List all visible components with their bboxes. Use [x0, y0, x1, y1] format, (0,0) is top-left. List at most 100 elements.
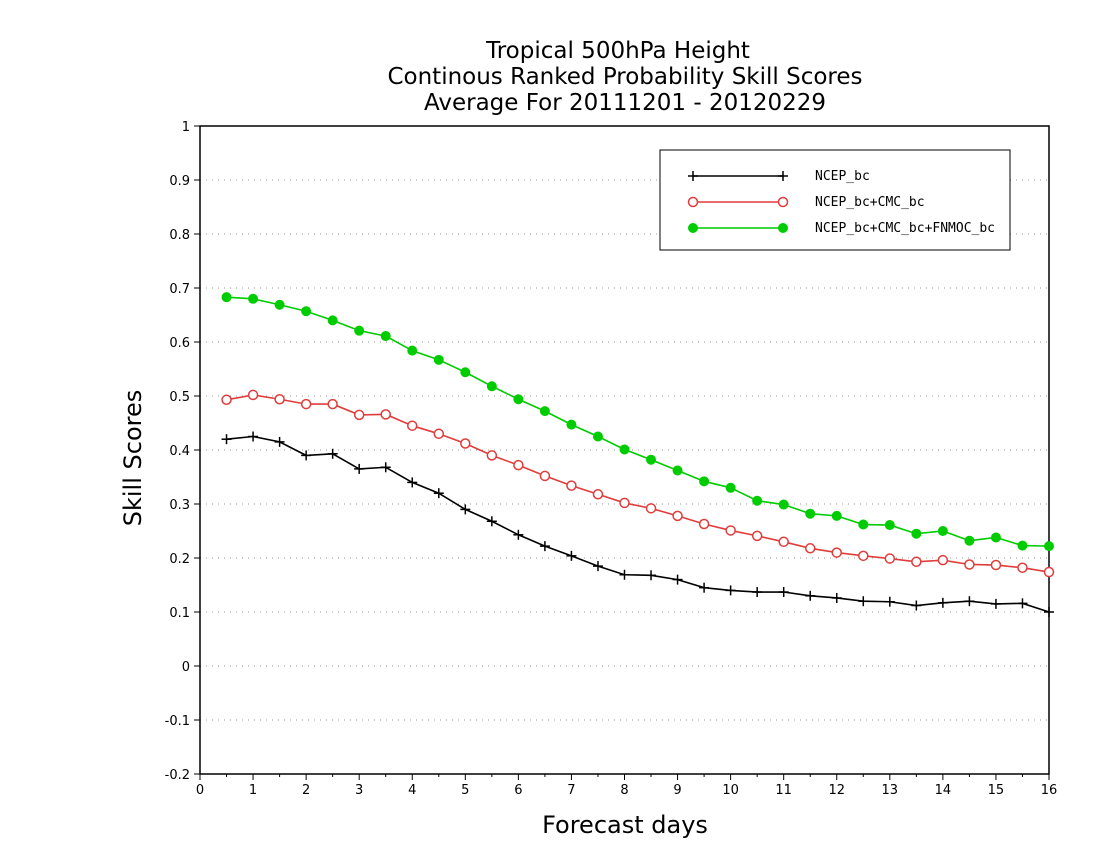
series-2-point [778, 536, 789, 548]
y-tick-label: 0 [182, 660, 190, 675]
series-1-point [407, 477, 418, 488]
series-2-point [645, 503, 657, 514]
series-1-point [858, 596, 869, 607]
y-axis-label: Skill Scores [119, 390, 147, 527]
series-3-point [911, 528, 922, 539]
series-1-point [539, 541, 550, 552]
series-1-point [1017, 598, 1028, 609]
series-2-point [353, 409, 365, 421]
series-1-point [513, 529, 524, 540]
x-tick-label: 10 [722, 783, 739, 798]
series-1-point [672, 574, 683, 585]
series-3-point [327, 315, 338, 326]
x-axis: 0 1 2 3 4 5 6 7 8 9 10 11 12 13 14 15 16 [196, 774, 1057, 798]
series-1-point [566, 550, 577, 561]
series-3-point [460, 367, 471, 378]
title-line-3: Average For 20111201 - 20120229 [424, 90, 826, 116]
y-axis: -0.2 -0.1 0 0.1 0.2 0.3 0.4 0.5 0.6 0.7 0.8 0.9 1 [165, 120, 200, 783]
y-tick-label: 0.3 [169, 498, 190, 513]
legend-box [659, 149, 1011, 251]
series-3-point [752, 495, 763, 506]
chart-title: Tropical 500hPa Height Continous Ranked … [387, 38, 862, 116]
series-3-point [433, 354, 444, 365]
series-3-line [226, 296, 1050, 547]
series-1-point [831, 592, 842, 603]
series-1-point [752, 587, 763, 598]
x-tick-label: 8 [620, 783, 628, 798]
title-line-1: Tropical 500hPa Height [485, 38, 750, 64]
series-3-point [778, 499, 789, 510]
series-2-point [884, 553, 896, 564]
series-2-point [433, 428, 445, 440]
series-3-point [301, 306, 312, 317]
series-1 [221, 431, 1054, 617]
series-3-point [248, 293, 259, 304]
y-tick-label: 1 [182, 120, 190, 135]
series-1-point [725, 585, 736, 596]
series-2-point [831, 547, 842, 558]
y-tick-label: 0.2 [169, 552, 190, 567]
x-tick-label: 9 [673, 783, 681, 798]
series-1-point [805, 590, 816, 601]
series-1-point [486, 516, 497, 527]
series-2-point [247, 389, 259, 401]
series-1-point [248, 431, 259, 442]
series-2-point [486, 450, 498, 461]
series-2-point [460, 438, 471, 449]
series-2-point [1017, 562, 1028, 573]
series-3-point [884, 520, 895, 531]
series-3-point [221, 292, 232, 303]
legend: NCEP_bc NCEP_bc+CMC_bc NCEP_bc+CMC_bc+FNMO… [659, 149, 1011, 251]
legend-marker [688, 223, 698, 233]
x-tick-label: 5 [461, 783, 469, 798]
legend-item-2: NCEP_bc+CMC_bc [687, 195, 925, 210]
series-2-point [725, 525, 736, 536]
x-tick-label: 13 [882, 783, 899, 798]
series-2-point [539, 470, 551, 482]
series-1-point [1044, 607, 1054, 617]
series-3-point [805, 508, 816, 519]
series-2-point [592, 489, 604, 500]
legend-marker [778, 223, 788, 233]
series-1-point [937, 597, 948, 608]
title-line-2: Continous Ranked Probability Skill Score… [387, 64, 862, 90]
series-2-point [380, 409, 391, 420]
x-tick-label: 11 [775, 783, 792, 798]
legend-label: NCEP_bc+CMC_bc [815, 195, 925, 210]
series-2-point [751, 530, 763, 542]
y-tick-label: 0.5 [169, 390, 190, 405]
series-3-point [1044, 541, 1054, 552]
series-1-point [221, 434, 232, 445]
series-1-point [619, 569, 630, 580]
series-3-point [964, 535, 975, 546]
series-2-point [327, 398, 338, 410]
y-tick-label: 0.7 [169, 282, 190, 297]
series-2-point [300, 398, 312, 410]
legend-marker [777, 196, 789, 208]
series-1-point [646, 570, 657, 581]
series-2-point [698, 518, 710, 530]
series-2-point [911, 556, 922, 568]
series-2-point [858, 550, 869, 562]
series-3-point [831, 510, 842, 521]
series-3 [221, 292, 1054, 552]
series-1-point [274, 436, 285, 447]
series-1-point [699, 582, 710, 593]
series-1-point [433, 488, 444, 499]
y-tick-label: 0.8 [169, 228, 190, 243]
series-1-point [592, 561, 603, 572]
series-3-point [380, 331, 391, 342]
series-3-point [990, 532, 1001, 543]
series-2-line [226, 394, 1050, 573]
series-3-point [646, 454, 657, 465]
series-1-point [964, 596, 975, 607]
series-1-point [354, 463, 365, 474]
legend-marker [687, 196, 699, 208]
series-2-point [221, 394, 232, 406]
series-1-point [884, 596, 895, 607]
x-tick-label: 6 [514, 783, 522, 798]
series-3-point [513, 394, 524, 405]
legend-marker [688, 171, 698, 181]
series-3-point [858, 519, 869, 530]
series-2-point [566, 480, 577, 491]
